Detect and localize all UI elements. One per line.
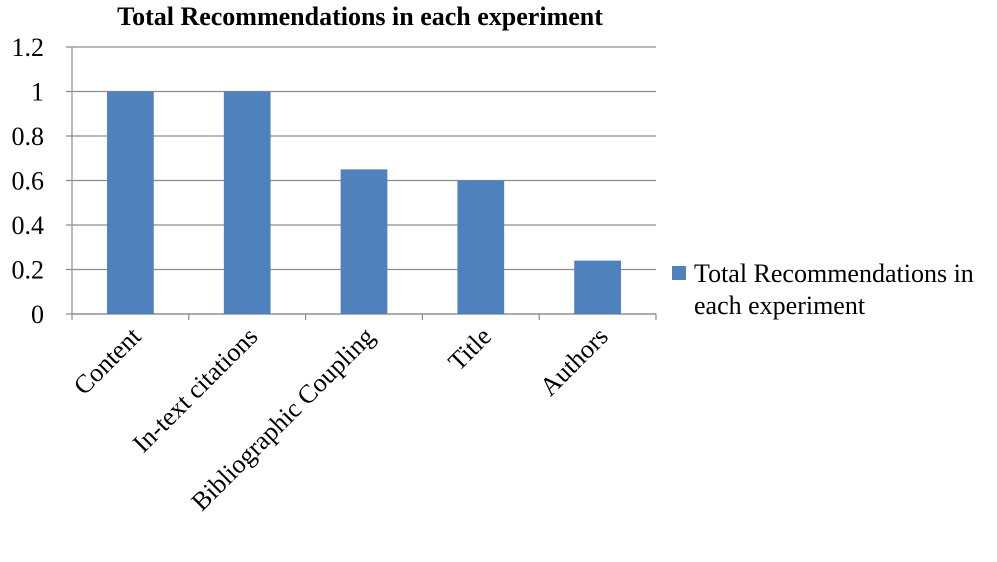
y-tick-label: 1 <box>31 78 44 107</box>
bar <box>574 260 621 314</box>
bar <box>457 180 505 314</box>
y-tick-label: 0 <box>31 300 44 329</box>
bar <box>107 91 154 314</box>
y-tick-label: 1.2 <box>12 33 45 62</box>
chart-title: Total Recommendations in each experiment <box>117 2 603 31</box>
bar <box>340 169 388 314</box>
y-tick-label: 0.6 <box>12 167 45 196</box>
y-tick-label: 0.8 <box>12 122 45 151</box>
x-tick-label: Content <box>68 321 147 400</box>
bar <box>223 91 271 314</box>
legend-label: Total Recommendations in each experiment <box>694 259 974 320</box>
x-tick-label: Title <box>442 322 497 377</box>
y-tick-label: 0.4 <box>12 211 45 240</box>
y-tick-label: 0.2 <box>12 256 45 285</box>
legend-swatch <box>672 266 686 280</box>
x-tick-label: Authors <box>534 322 614 402</box>
